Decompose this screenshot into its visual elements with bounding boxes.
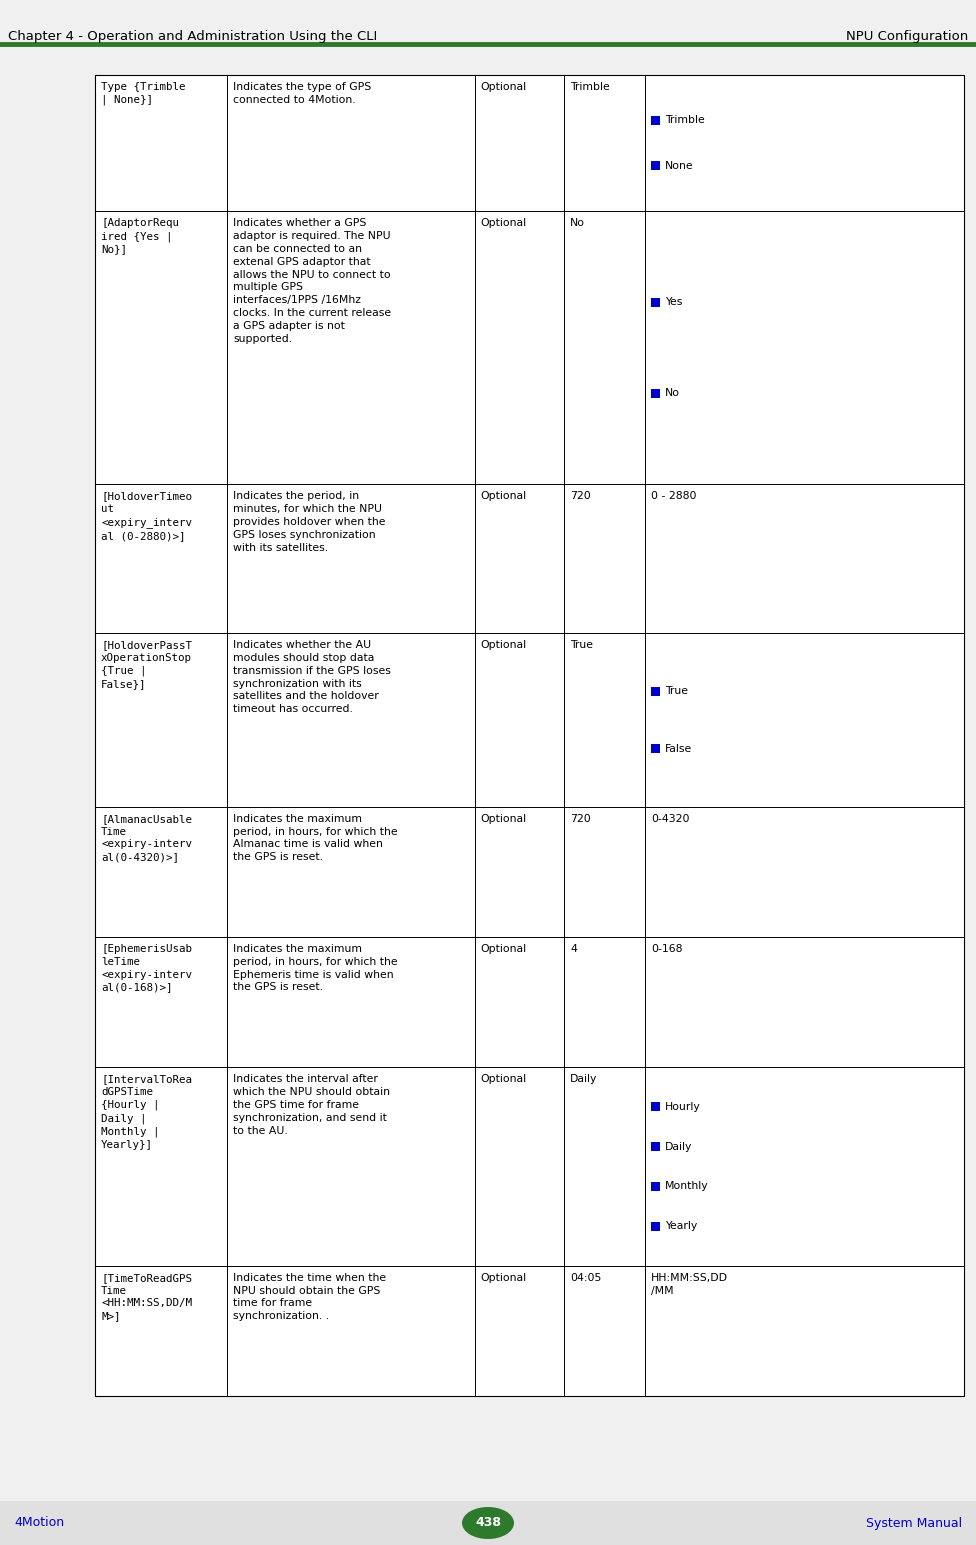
Text: System Manual: System Manual: [866, 1517, 962, 1530]
Text: Hourly: Hourly: [665, 1102, 701, 1112]
Text: False: False: [665, 745, 692, 754]
Text: Yearly: Yearly: [665, 1221, 697, 1231]
Text: 4Motion: 4Motion: [14, 1517, 64, 1530]
Text: True: True: [570, 640, 593, 650]
Bar: [95, 76, 964, 1397]
Bar: [651, 745, 660, 754]
Text: Optional: Optional: [481, 218, 527, 229]
Text: 0 - 2880: 0 - 2880: [651, 491, 697, 501]
Text: Indicates the interval after
which the NPU should obtain
the GPS time for frame
: Indicates the interval after which the N…: [233, 1074, 390, 1136]
Text: True: True: [665, 686, 688, 697]
Bar: [651, 298, 660, 307]
Text: [HoldoverTimeo
ut
<expiry_interv
al (0-2880)>]: [HoldoverTimeo ut <expiry_interv al (0-2…: [101, 491, 192, 541]
Text: Chapter 4 - Operation and Administration Using the CLI: Chapter 4 - Operation and Administration…: [8, 29, 378, 43]
Text: Optional: Optional: [481, 1074, 527, 1085]
Text: No: No: [665, 388, 680, 399]
Text: 720: 720: [570, 814, 591, 823]
Ellipse shape: [462, 1506, 514, 1539]
Text: Trimble: Trimble: [665, 116, 705, 125]
Text: 438: 438: [475, 1517, 501, 1530]
Text: Optional: Optional: [481, 814, 527, 823]
Text: Optional: Optional: [481, 944, 527, 955]
Text: Optional: Optional: [481, 640, 527, 650]
Text: Daily: Daily: [570, 1074, 597, 1085]
Text: Indicates the time when the
NPU should obtain the GPS
time for frame
synchroniza: Indicates the time when the NPU should o…: [233, 1273, 386, 1321]
Text: Indicates whether the AU
modules should stop data
transmission if the GPS loses
: Indicates whether the AU modules should …: [233, 640, 391, 714]
Text: Indicates the period, in
minutes, for which the NPU
provides holdover when the
G: Indicates the period, in minutes, for wh…: [233, 491, 386, 553]
Text: [IntervalToRea
dGPSTime
{Hourly |
Daily |
Monthly |
Yearly}]: [IntervalToRea dGPSTime {Hourly | Daily …: [101, 1074, 192, 1149]
Text: Yes: Yes: [665, 297, 682, 307]
Text: 0-168: 0-168: [651, 944, 682, 955]
Bar: [651, 1142, 660, 1151]
Text: [TimeToReadGPS
Time
<HH:MM:SS,DD/M
M>]: [TimeToReadGPS Time <HH:MM:SS,DD/M M>]: [101, 1273, 192, 1321]
Text: Daily: Daily: [665, 1142, 692, 1151]
Bar: [651, 162, 660, 170]
Bar: [651, 1103, 660, 1111]
Text: [AlmanacUsable
Time
<expiry-interv
al(0-4320)>]: [AlmanacUsable Time <expiry-interv al(0-…: [101, 814, 192, 862]
Bar: [0, 1502, 976, 1545]
Text: [AdaptorRequ
ired {Yes |
No}]: [AdaptorRequ ired {Yes | No}]: [101, 218, 179, 255]
Text: 04:05: 04:05: [570, 1273, 601, 1282]
Text: HH:MM:SS,DD
/MM: HH:MM:SS,DD /MM: [651, 1273, 728, 1296]
Text: Indicates the maximum
period, in hours, for which the
Ephemeris time is valid wh: Indicates the maximum period, in hours, …: [233, 944, 397, 992]
Text: [EphemerisUsab
leTime
<expiry-interv
al(0-168)>]: [EphemerisUsab leTime <expiry-interv al(…: [101, 944, 192, 992]
Bar: [651, 116, 660, 125]
Text: Optional: Optional: [481, 82, 527, 93]
Text: Indicates the maximum
period, in hours, for which the
Almanac time is valid when: Indicates the maximum period, in hours, …: [233, 814, 397, 862]
Bar: [651, 1182, 660, 1191]
Text: Optional: Optional: [481, 491, 527, 501]
Text: Type {Trimble
| None}]: Type {Trimble | None}]: [101, 82, 185, 105]
Text: 0-4320: 0-4320: [651, 814, 690, 823]
Text: [HoldoverPassT
xOperationStop
{True |
False}]: [HoldoverPassT xOperationStop {True | Fa…: [101, 640, 192, 689]
Text: NPU Configuration: NPU Configuration: [846, 29, 968, 43]
Text: Indicates the type of GPS
connected to 4Motion.: Indicates the type of GPS connected to 4…: [233, 82, 371, 105]
Text: Trimble: Trimble: [570, 82, 610, 93]
Bar: [651, 389, 660, 399]
Text: Monthly: Monthly: [665, 1182, 709, 1191]
Bar: [651, 686, 660, 695]
Text: 720: 720: [570, 491, 591, 501]
Bar: [651, 1222, 660, 1230]
Text: No: No: [570, 218, 586, 229]
Text: Indicates whether a GPS
adaptor is required. The NPU
can be connected to an
exte: Indicates whether a GPS adaptor is requi…: [233, 218, 391, 343]
Text: None: None: [665, 161, 694, 171]
Text: Optional: Optional: [481, 1273, 527, 1282]
Text: 4: 4: [570, 944, 577, 955]
